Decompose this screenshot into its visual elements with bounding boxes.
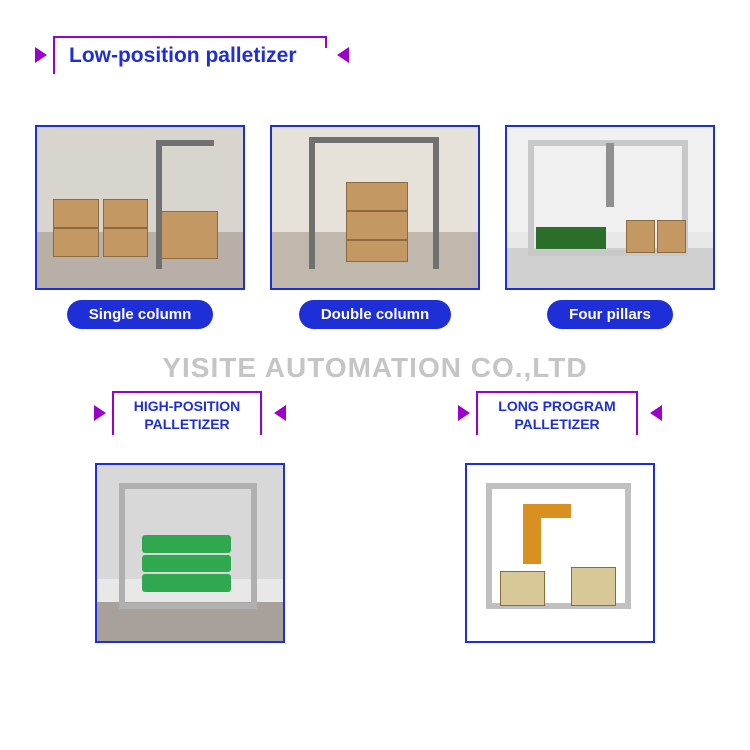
sub-title-line2: PALLETIZER <box>498 416 615 434</box>
product-image-single-column <box>35 125 245 290</box>
sub-title-line2: PALLETIZER <box>134 416 241 434</box>
triangle-right-icon <box>274 405 286 421</box>
sub-banner-box: HIGH-POSITION PALLETIZER <box>112 391 263 435</box>
sub-image-high-position <box>95 463 285 643</box>
sub-banner-box: LONG PROGRAM PALLETIZER <box>476 391 637 435</box>
product-label: Double column <box>299 300 451 329</box>
main-banner-box: Low-position palletizer <box>53 36 325 74</box>
sub-section: LONG PROGRAM PALLETIZER <box>405 391 715 643</box>
triangle-left-icon <box>94 405 106 421</box>
triangle-left-icon <box>458 405 470 421</box>
product-row: Single column Double column Four pillars <box>35 125 715 329</box>
product-image-double-column <box>270 125 480 290</box>
triangle-right-icon <box>650 405 662 421</box>
product-card: Double column <box>270 125 480 329</box>
product-card: Single column <box>35 125 245 329</box>
triangle-right-icon <box>337 47 349 63</box>
sub-image-long-program <box>465 463 655 643</box>
product-label: Single column <box>67 300 214 329</box>
product-image-four-pillars <box>505 125 715 290</box>
sub-banner: LONG PROGRAM PALLETIZER <box>458 391 661 435</box>
sub-title-line1: HIGH-POSITION <box>134 398 241 416</box>
product-card: Four pillars <box>505 125 715 329</box>
triangle-left-icon <box>35 47 47 63</box>
sub-section-row: HIGH-POSITION PALLETIZER LONG PROGRAM PA… <box>35 391 715 643</box>
watermark: YISITE AUTOMATION CO.,LTD <box>0 352 750 384</box>
sub-banner: HIGH-POSITION PALLETIZER <box>94 391 287 435</box>
main-banner: Low-position palletizer <box>35 30 715 80</box>
product-label: Four pillars <box>547 300 673 329</box>
main-title: Low-position palletizer <box>69 44 297 68</box>
sub-section: HIGH-POSITION PALLETIZER <box>35 391 345 643</box>
sub-title-line1: LONG PROGRAM <box>498 398 615 416</box>
